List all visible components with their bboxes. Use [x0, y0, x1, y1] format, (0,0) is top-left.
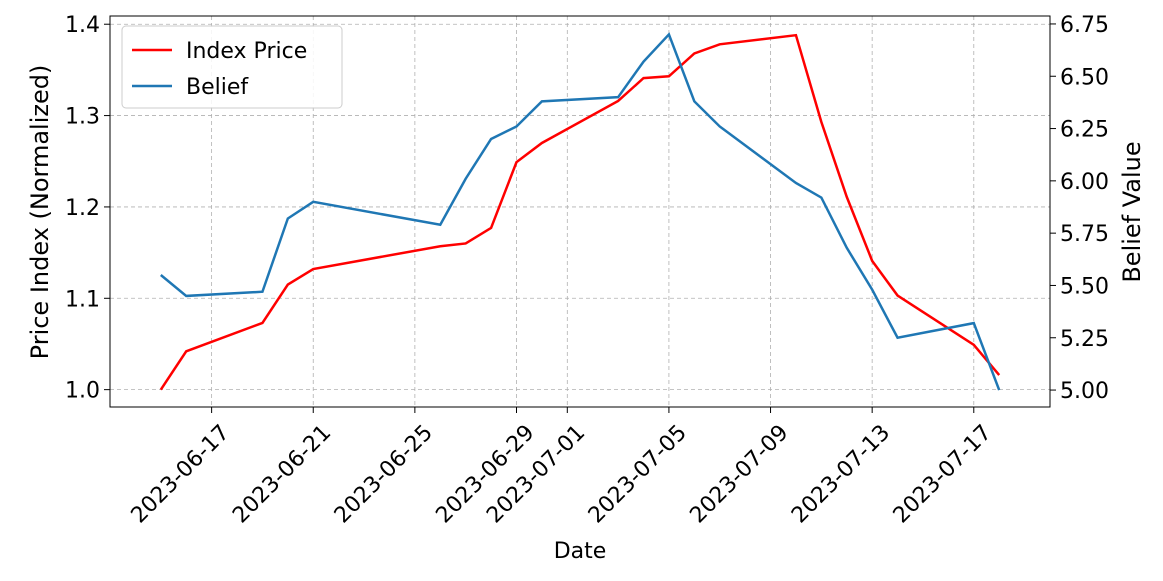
- y2-tick-label: 6.00: [1060, 170, 1109, 195]
- x-tick-label: 2023-07-09: [685, 420, 793, 528]
- y2-tick-label: 6.25: [1060, 118, 1109, 143]
- y2-tick-label: 5.25: [1060, 327, 1109, 352]
- legend-box: [121, 25, 343, 109]
- y2-tick-label: 6.75: [1060, 13, 1109, 38]
- y-axis-label: Price Index (Normalized): [26, 65, 54, 360]
- y2-tick-label: 5.50: [1060, 274, 1109, 299]
- x-tick-label: 2023-06-17: [127, 420, 235, 528]
- y-tick-label: 1.3: [65, 105, 100, 130]
- series-line: [159, 33, 1001, 391]
- legend-label: Index Price: [186, 39, 307, 64]
- y2-tick-label: 6.50: [1060, 65, 1109, 90]
- y-tick-label: 1.1: [65, 287, 100, 312]
- plot-frame: [109, 15, 1051, 408]
- legend-label: Belief: [186, 75, 249, 100]
- y2-axis-label: Belief Value: [1118, 141, 1146, 282]
- y2-tick-label: 5.00: [1060, 379, 1109, 404]
- y-tick-label: 1.4: [65, 13, 100, 38]
- x-tick-label: 2023-06-21: [228, 420, 336, 528]
- x-axis-label: Date: [554, 539, 607, 564]
- x-tick-label: 2023-07-05: [584, 420, 692, 528]
- y-tick-label: 1.2: [65, 196, 100, 221]
- y2-tick-label: 5.75: [1060, 222, 1109, 247]
- x-tick-label: 2023-06-25: [330, 420, 438, 528]
- x-tick-label: 2023-07-17: [889, 420, 997, 528]
- series-line: [160, 32, 1001, 391]
- y-tick-label: 1.0: [65, 379, 100, 404]
- x-tick-label: 2023-07-13: [787, 420, 895, 528]
